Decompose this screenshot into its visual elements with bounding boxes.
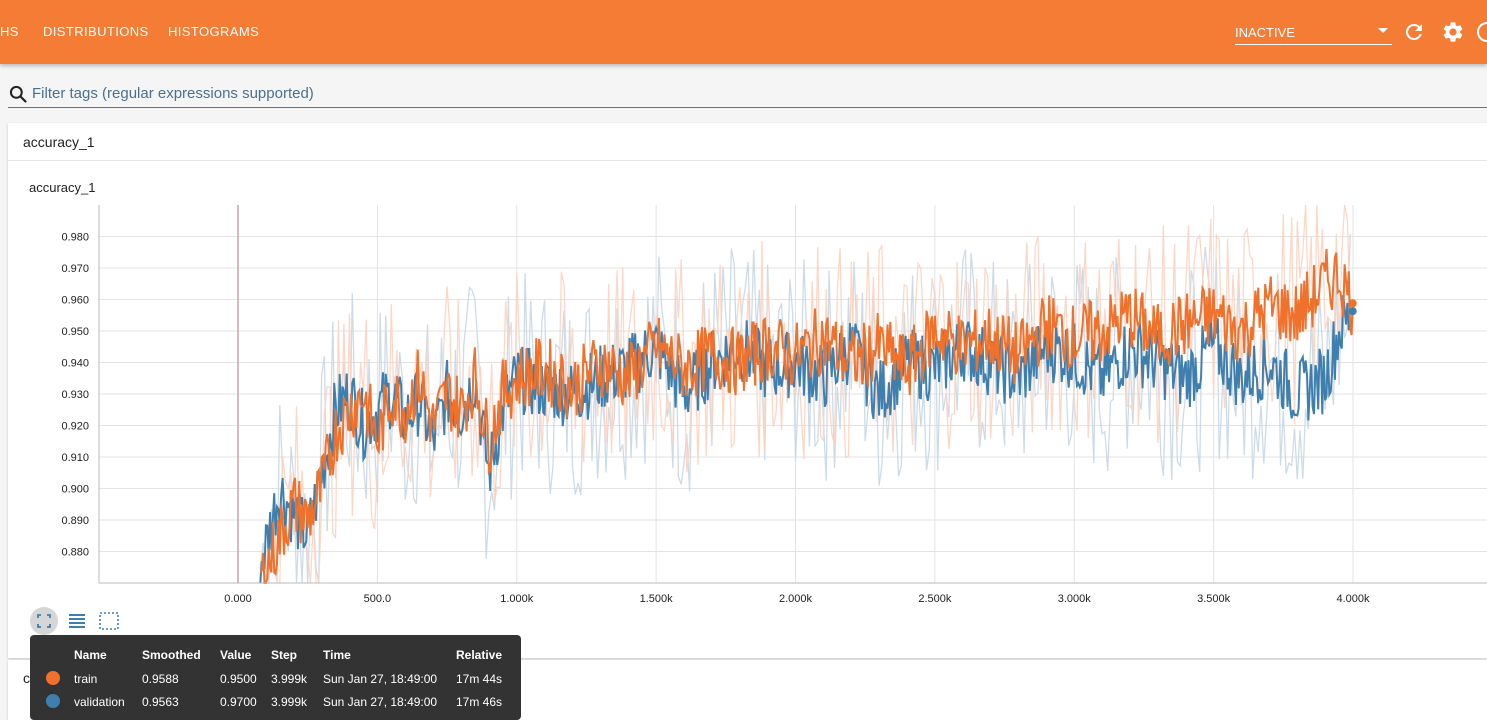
- tooltip-row-time: Sun Jan 27, 18:49:00: [323, 672, 438, 686]
- tooltip-row-step: 3.999k: [271, 695, 308, 709]
- fit-domain-button[interactable]: [30, 607, 58, 635]
- list-icon: [69, 614, 85, 628]
- refresh-button[interactable]: [1402, 20, 1426, 44]
- chart-title: accuracy_1: [29, 180, 96, 195]
- help-button[interactable]: [1475, 20, 1487, 44]
- tooltip-row-time: Sun Jan 27, 18:49:00: [323, 695, 438, 709]
- tooltip-row-relative: 17m 44s: [456, 672, 503, 686]
- refresh-icon: [1405, 23, 1422, 40]
- tab-histograms[interactable]: HISTOGRAMS: [168, 24, 260, 39]
- tag-filter: [8, 80, 1487, 108]
- tooltip-header-value: Value: [220, 648, 252, 662]
- tab-distributions[interactable]: DISTRIBUTIONS: [43, 24, 149, 39]
- section-title: accuracy_1: [23, 134, 95, 150]
- filter-tags-input[interactable]: [32, 83, 1432, 103]
- toggle-log-scale-button[interactable]: [63, 607, 91, 635]
- tooltip-header-name: Name: [74, 648, 107, 662]
- next-section-title[interactable]: c: [23, 670, 30, 686]
- tooltip-header-step: Step: [271, 648, 298, 662]
- help-icon: [1477, 22, 1487, 42]
- tooltip-row-name: validation: [74, 695, 125, 709]
- tooltip-row-smoothed: 0.9563: [142, 695, 179, 709]
- status-select[interactable]: INACTIVE: [1235, 22, 1392, 45]
- gear-icon: [1443, 22, 1463, 42]
- tooltip-row-name: train: [74, 672, 98, 686]
- tooltip-row-value: 0.9500: [220, 672, 257, 686]
- tooltip-row-value: 0.9700: [220, 695, 257, 709]
- tooltip-row-step: 3.999k: [271, 672, 308, 686]
- validation-swatch: [46, 694, 60, 708]
- chart-tooltip: Name Smoothed Value Step Time Relative t…: [30, 635, 521, 720]
- chart-card: accuracy_1 accuracy_1: [8, 123, 1487, 658]
- tab-graphs[interactable]: HS: [0, 24, 19, 39]
- fullscreen-icon: [37, 614, 51, 628]
- search-icon: [9, 85, 27, 103]
- chevron-down-icon: [1378, 28, 1388, 33]
- tooltip-row-smoothed: 0.9588: [142, 672, 179, 686]
- settings-button[interactable]: [1441, 20, 1465, 44]
- tooltip-header-smoothed: Smoothed: [142, 648, 201, 662]
- train-swatch: [46, 671, 60, 685]
- tooltip-header-time: Time: [323, 648, 351, 662]
- tooltip-row-relative: 17m 46s: [456, 695, 503, 709]
- tooltip-header-relative: Relative: [456, 648, 503, 662]
- dashed-square-icon: [99, 612, 119, 630]
- section-header[interactable]: accuracy_1: [8, 123, 1487, 161]
- top-app-bar: HS DISTRIBUTIONS HISTOGRAMS INACTIVE: [0, 0, 1487, 64]
- status-select-value: INACTIVE: [1235, 25, 1295, 40]
- toggle-y-axis-button[interactable]: [95, 607, 123, 635]
